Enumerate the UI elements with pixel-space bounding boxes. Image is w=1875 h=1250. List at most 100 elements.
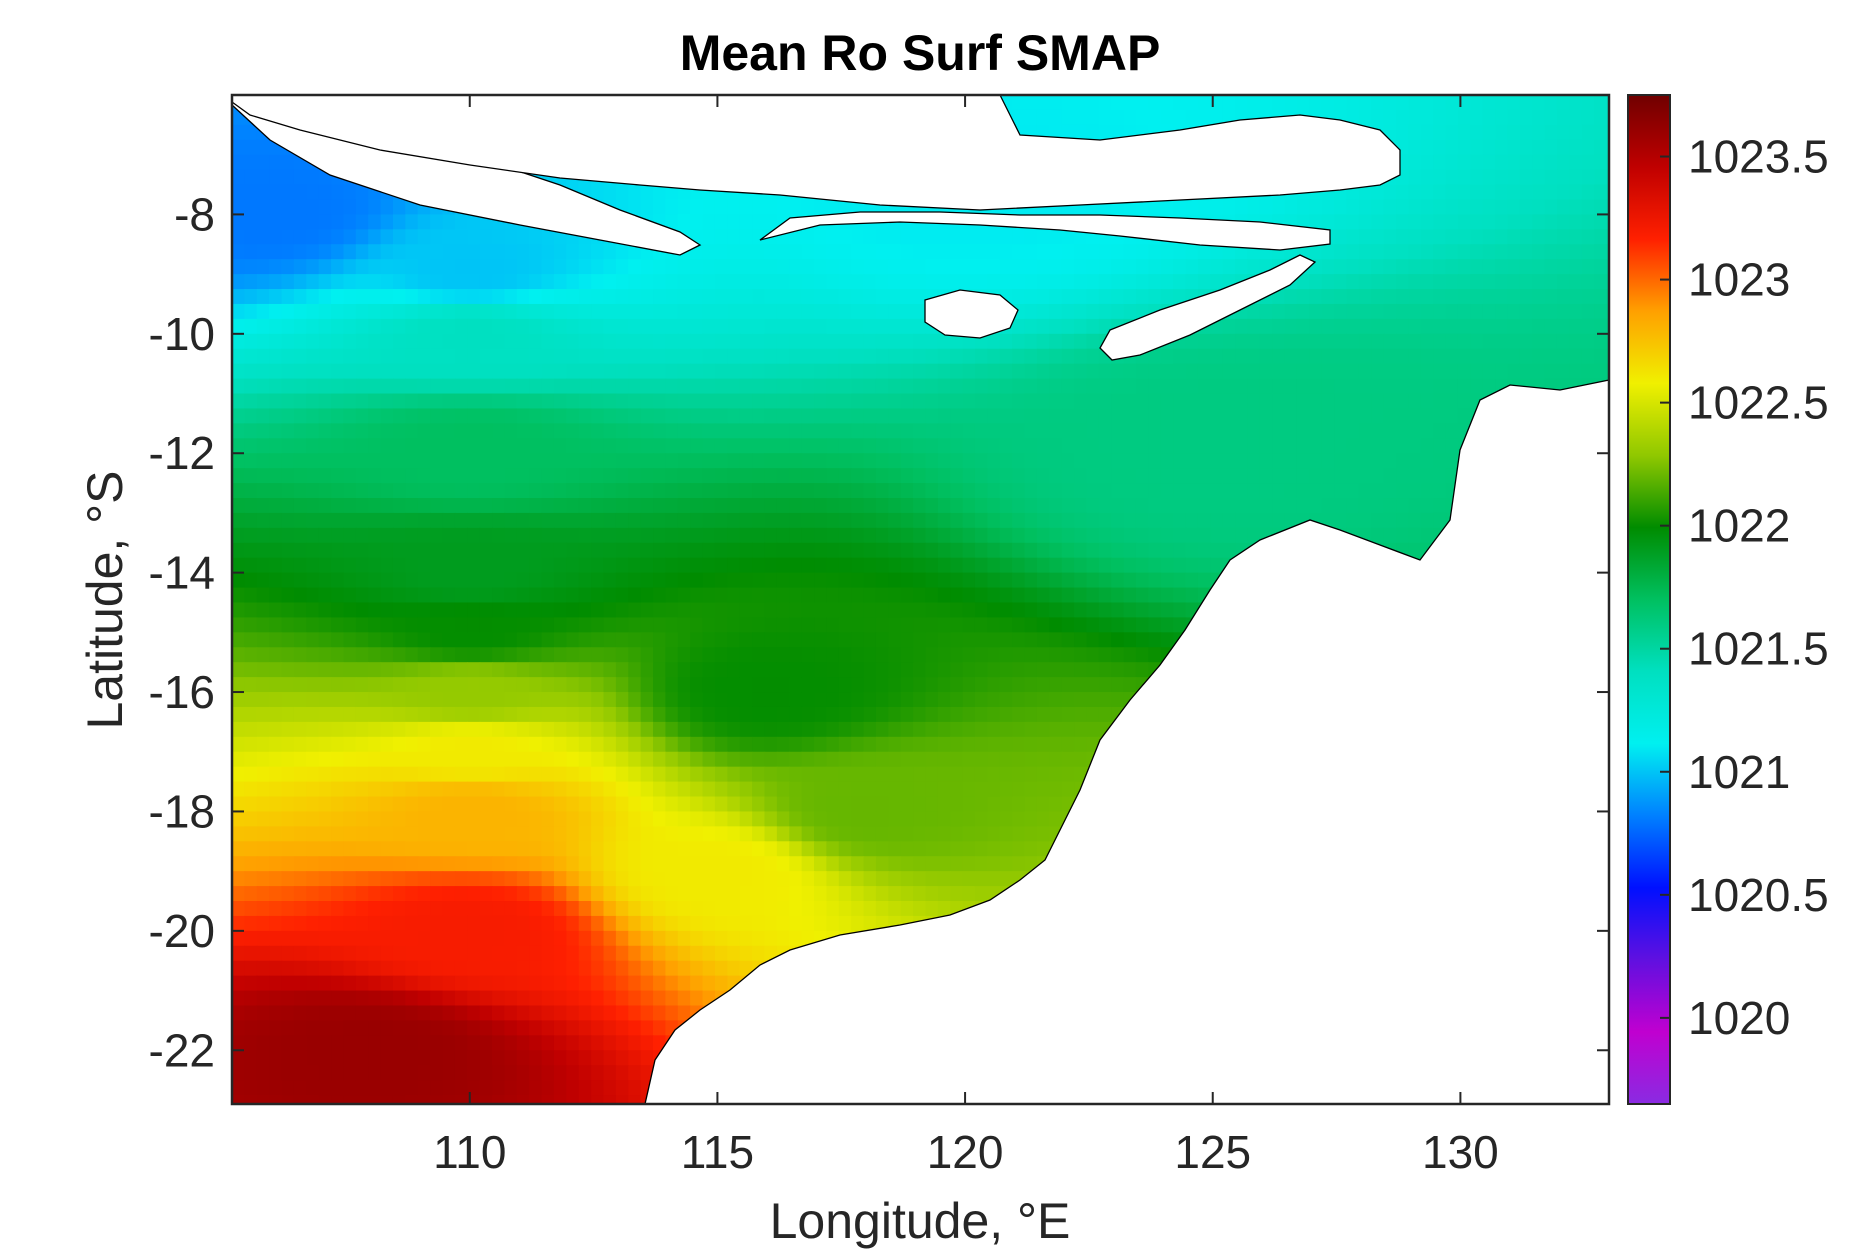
heatmap-cell [405,751,419,768]
heatmap-cell [1495,363,1509,380]
heatmap-cell [764,721,778,738]
heatmap-cell [1222,542,1236,559]
heatmap-cell [504,483,518,499]
heatmap-cell [516,468,530,484]
heatmap-cell [479,677,493,693]
heatmap-cell [1408,199,1422,216]
heatmap-cell [950,542,964,559]
heatmap-cell [1581,109,1595,126]
heatmap-cell [1495,303,1509,320]
heatmap-cell [516,363,530,380]
heatmap-cell [1049,557,1063,574]
heatmap-cell [1111,542,1125,559]
heatmap-cell [1061,602,1075,619]
heatmap-cell [1197,244,1211,260]
heatmap-cell [392,512,406,529]
heatmap-cell [281,468,295,484]
heatmap-cell [467,557,481,574]
heatmap-cell [1334,408,1348,424]
heatmap-cell [764,468,778,484]
heatmap-cell [442,229,456,245]
heatmap-cell [1123,602,1137,619]
heatmap-cell [962,244,976,260]
heatmap-cell [1495,139,1509,156]
heatmap-cell [640,184,654,201]
heatmap-cell [1235,527,1249,544]
heatmap-cell [516,378,530,395]
heatmap-cell [1111,259,1125,275]
heatmap-cell [1012,348,1026,365]
heatmap-cell [442,751,456,768]
heatmap-cell [1569,244,1583,260]
heatmap-cell [1433,333,1447,350]
heatmap-cell [392,498,406,514]
heatmap-cell [1135,602,1149,619]
heatmap-cell [516,721,530,738]
heatmap-cell [1049,95,1063,111]
heatmap-cell [628,483,642,499]
heatmap-cell [1594,229,1608,245]
heatmap-cell [1210,363,1224,380]
heatmap-cell [826,572,840,589]
heatmap-cell [1111,483,1125,499]
heatmap-cell [269,274,283,290]
heatmap-cell [479,289,493,305]
heatmap-cell [331,453,345,469]
heatmap-cell [974,706,988,723]
heatmap-cell [776,303,790,320]
heatmap-cell [1445,199,1459,216]
heatmap-cell [987,602,1001,619]
heatmap-cell [1482,124,1496,141]
heatmap-cell [281,303,295,320]
heatmap-cell [232,677,245,693]
heatmap-cell [1123,378,1137,395]
heatmap-cell [1210,438,1224,454]
heatmap-cell [987,483,1001,499]
heatmap-cell [875,348,889,365]
heatmap-cell [232,512,245,529]
heatmap-cell [665,512,679,529]
heatmap-cell [1135,274,1149,290]
heatmap-cell [529,632,543,648]
heatmap-cell [417,602,431,619]
heatmap-cell [603,736,617,753]
heatmap-cell [1420,259,1434,275]
heatmap-cell [727,632,741,648]
heatmap-cell [504,617,518,633]
heatmap-cell [232,721,245,738]
heatmap-cell [1433,438,1447,454]
heatmap-cell [479,378,493,395]
heatmap-cell [714,378,728,395]
heatmap-cell [1197,333,1211,350]
heatmap-cell [690,736,704,753]
heatmap-cell [566,527,580,544]
heatmap-cell [1148,348,1162,365]
heatmap-cell [256,721,270,738]
heatmap-cell [727,617,741,633]
heatmap-cell [739,274,753,290]
heatmap-cell [492,378,506,395]
heatmap-cell [529,393,543,410]
heatmap-cell [467,333,481,350]
heatmap-cell [1334,333,1348,350]
heatmap-cell [1086,109,1100,126]
heatmap-cell [739,214,753,230]
heatmap-cell [492,512,506,529]
heatmap-cell [318,498,332,514]
heatmap-cell [875,602,889,619]
heatmap-cell [653,363,667,380]
heatmap-cell [814,303,827,320]
heatmap-cell [900,468,914,484]
heatmap-cell [355,199,369,216]
heatmap-cell [838,318,852,335]
heatmap-cell [702,542,716,559]
heatmap-cell [256,632,270,648]
heatmap-cell [479,259,493,275]
heatmap-cell [615,498,629,514]
heatmap-cell [603,408,617,424]
heatmap-cell [1086,632,1100,648]
heatmap-cell [1061,512,1075,529]
heatmap-cell [962,453,976,469]
heatmap-cell [974,453,988,469]
heatmap-cell [814,468,827,484]
